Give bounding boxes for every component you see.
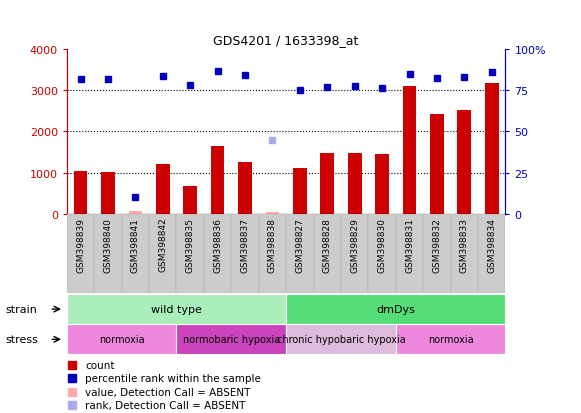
- Bar: [430, 115, 444, 215]
- Bar: [231, 215, 259, 293]
- Bar: [396, 215, 423, 293]
- Text: GSM398834: GSM398834: [487, 217, 496, 272]
- Text: GSM398827: GSM398827: [295, 217, 304, 272]
- Bar: [314, 215, 341, 293]
- Text: stress: stress: [6, 335, 39, 344]
- Bar: [177, 325, 286, 354]
- Text: chronic hypobaric hypoxia: chronic hypobaric hypoxia: [277, 335, 406, 344]
- Text: GSM398829: GSM398829: [350, 217, 359, 272]
- Text: GSM398841: GSM398841: [131, 217, 140, 272]
- Bar: [67, 215, 94, 293]
- Bar: [423, 215, 451, 293]
- Text: dmDys: dmDys: [376, 304, 415, 314]
- Bar: [396, 325, 505, 354]
- Bar: [211, 147, 224, 215]
- Bar: [403, 87, 417, 215]
- Text: GSM398840: GSM398840: [103, 217, 113, 272]
- Text: GSM398832: GSM398832: [432, 217, 442, 272]
- Bar: [177, 215, 204, 293]
- Bar: [320, 153, 334, 215]
- Text: GSM398842: GSM398842: [158, 217, 167, 272]
- Text: GSM398830: GSM398830: [378, 217, 386, 272]
- Bar: [238, 162, 252, 215]
- Text: normoxia: normoxia: [99, 335, 145, 344]
- Bar: [341, 215, 368, 293]
- Bar: [286, 215, 314, 293]
- Bar: [286, 294, 505, 324]
- Bar: [485, 83, 498, 215]
- Bar: [204, 215, 231, 293]
- Bar: [368, 215, 396, 293]
- Bar: [286, 325, 396, 354]
- Bar: [128, 212, 142, 215]
- Bar: [149, 215, 177, 293]
- Text: GSM398833: GSM398833: [460, 217, 469, 272]
- Bar: [266, 212, 279, 215]
- Bar: [67, 325, 177, 354]
- Text: GSM398838: GSM398838: [268, 217, 277, 272]
- Text: percentile rank within the sample: percentile rank within the sample: [85, 373, 261, 383]
- Bar: [451, 215, 478, 293]
- Text: GSM398831: GSM398831: [405, 217, 414, 272]
- Text: normobaric hypoxia: normobaric hypoxia: [182, 335, 280, 344]
- Text: wild type: wild type: [151, 304, 202, 314]
- Bar: [74, 171, 87, 215]
- Text: GSM398839: GSM398839: [76, 217, 85, 272]
- Text: count: count: [85, 360, 114, 370]
- Bar: [94, 215, 121, 293]
- Text: GSM398828: GSM398828: [323, 217, 332, 272]
- Text: GSM398837: GSM398837: [241, 217, 249, 272]
- Bar: [259, 215, 286, 293]
- Text: GSM398836: GSM398836: [213, 217, 222, 272]
- Text: rank, Detection Call = ABSENT: rank, Detection Call = ABSENT: [85, 400, 246, 410]
- Bar: [156, 164, 170, 215]
- Text: strain: strain: [6, 304, 38, 314]
- Text: GSM398835: GSM398835: [186, 217, 195, 272]
- Bar: [121, 215, 149, 293]
- Bar: [101, 173, 115, 215]
- Title: GDS4201 / 1633398_at: GDS4201 / 1633398_at: [213, 34, 359, 47]
- Bar: [67, 294, 286, 324]
- Text: value, Detection Call = ABSENT: value, Detection Call = ABSENT: [85, 387, 250, 396]
- Bar: [478, 215, 505, 293]
- Bar: [184, 187, 197, 215]
- Bar: [457, 111, 471, 215]
- Bar: [293, 169, 307, 215]
- Text: normoxia: normoxia: [428, 335, 474, 344]
- Bar: [375, 155, 389, 215]
- Bar: [348, 153, 361, 215]
